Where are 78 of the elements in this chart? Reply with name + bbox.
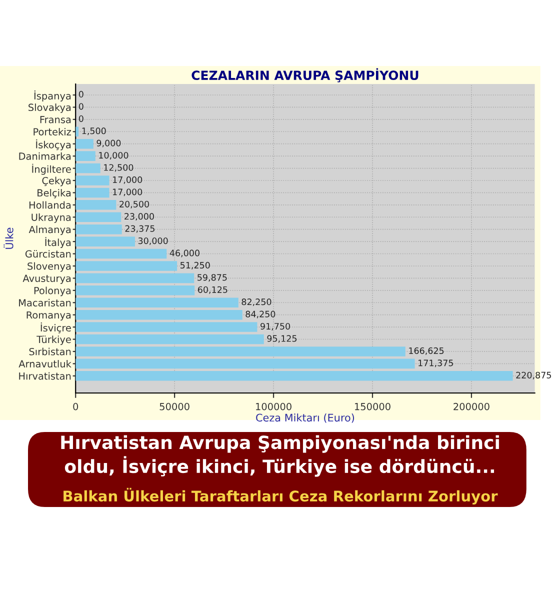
chart-title: CEZALARIN AVRUPA ŞAMPİYONU bbox=[192, 68, 418, 82]
data-label: 84,250 bbox=[246, 310, 276, 318]
x-tick-label: 150000 bbox=[355, 402, 390, 410]
data-label: 166,625 bbox=[409, 347, 444, 355]
bar bbox=[76, 322, 258, 332]
data-label: 23,375 bbox=[125, 225, 154, 233]
x-tick-label: 100000 bbox=[256, 402, 292, 410]
y-tick-label: Gürcistan bbox=[25, 250, 71, 258]
data-label: 60,125 bbox=[198, 286, 228, 294]
bar bbox=[76, 371, 513, 381]
bar bbox=[76, 334, 264, 344]
y-tick-label: Slovenya bbox=[28, 262, 71, 272]
bar bbox=[76, 188, 110, 198]
data-label: 17,000 bbox=[112, 188, 142, 196]
x-tick-label: 0 bbox=[73, 402, 78, 410]
data-label: 59,875 bbox=[198, 274, 227, 282]
y-tick-label: İspanya bbox=[34, 90, 71, 102]
y-tick-label: Fransa bbox=[40, 116, 71, 124]
bar bbox=[76, 286, 195, 296]
x-tick-label: 50000 bbox=[160, 402, 190, 410]
data-label: 0 bbox=[78, 90, 84, 98]
data-label: 1,500 bbox=[82, 128, 106, 136]
bar bbox=[76, 163, 100, 174]
y-tick-label: Almanya bbox=[28, 226, 71, 236]
bar bbox=[76, 212, 122, 222]
y-tick-label: Çekya bbox=[42, 176, 71, 186]
data-label: 95,125 bbox=[267, 335, 297, 343]
bar bbox=[76, 358, 415, 369]
bar bbox=[76, 298, 238, 308]
text: Hırvatistan Avrupa Şampiyonası'nda birinci oldu, İsviçre ikinci, Türkiye ise dördüncü... bbox=[61, 435, 499, 477]
data-label: 0 bbox=[78, 103, 84, 110]
y-tick-label: Slovakya bbox=[28, 104, 71, 113]
data-label: 46,000 bbox=[170, 250, 200, 258]
data-label: 20,500 bbox=[120, 200, 149, 208]
data-label: 23,000 bbox=[124, 213, 154, 221]
data-label: 91,750 bbox=[260, 322, 290, 330]
y-tick-label: İsviçre bbox=[40, 322, 71, 334]
y-tick-label: Ukrayna bbox=[32, 213, 71, 223]
bar bbox=[76, 261, 178, 271]
y-tick-label: Arnavutluk bbox=[18, 360, 72, 368]
y-tick-label: Portekiz bbox=[34, 128, 72, 136]
data-label: 51,250 bbox=[180, 262, 210, 270]
bar bbox=[76, 151, 96, 161]
y-tick-label: Macaristan bbox=[19, 298, 71, 306]
data-label: 171,375 bbox=[418, 360, 453, 368]
y-tick-label: Avusturya bbox=[22, 274, 71, 284]
y-tick-label: Belçika bbox=[38, 189, 71, 198]
data-label: 30,000 bbox=[138, 237, 168, 245]
bar bbox=[76, 346, 406, 356]
bar bbox=[76, 200, 116, 210]
y-tick-label: Hollanda bbox=[29, 201, 71, 209]
data-label: 12,500 bbox=[104, 164, 134, 172]
y-tick-label: İngiltere bbox=[32, 164, 71, 175]
x-tick-label: 200000 bbox=[454, 402, 490, 410]
y-tick-label: Türkiye bbox=[36, 336, 71, 345]
bar bbox=[76, 138, 94, 149]
data-label: 9,000 bbox=[96, 140, 121, 148]
y-tick-label: Sırbistan bbox=[29, 348, 71, 356]
bar bbox=[76, 248, 167, 259]
bar bbox=[76, 310, 242, 320]
y-axis-title: Ülke bbox=[4, 228, 14, 249]
x-axis-title: Ceza Miktarı (Euro) bbox=[256, 414, 354, 423]
bar bbox=[76, 273, 194, 284]
bar bbox=[76, 176, 110, 186]
bar bbox=[76, 224, 122, 234]
data-label: 0 bbox=[78, 115, 84, 122]
data-label: 82,250 bbox=[242, 298, 272, 306]
bar bbox=[76, 236, 135, 246]
data-label: 17,000 bbox=[112, 176, 142, 184]
y-tick-label: Danimarka bbox=[19, 152, 71, 160]
y-tick-label: İtalya bbox=[45, 237, 71, 248]
data-label: 10,000 bbox=[99, 152, 128, 160]
text: Balkan Ülkeleri Taraftarları Ceza Rekorlarını Zorluyor bbox=[64, 488, 498, 505]
y-tick-label: Polonya bbox=[34, 286, 71, 296]
data-label: 220,875 bbox=[516, 372, 551, 380]
y-tick-label: Romanya bbox=[26, 311, 71, 321]
y-tick-label: Hırvatistan bbox=[19, 372, 71, 380]
y-tick-label: İskoçya bbox=[36, 139, 71, 150]
